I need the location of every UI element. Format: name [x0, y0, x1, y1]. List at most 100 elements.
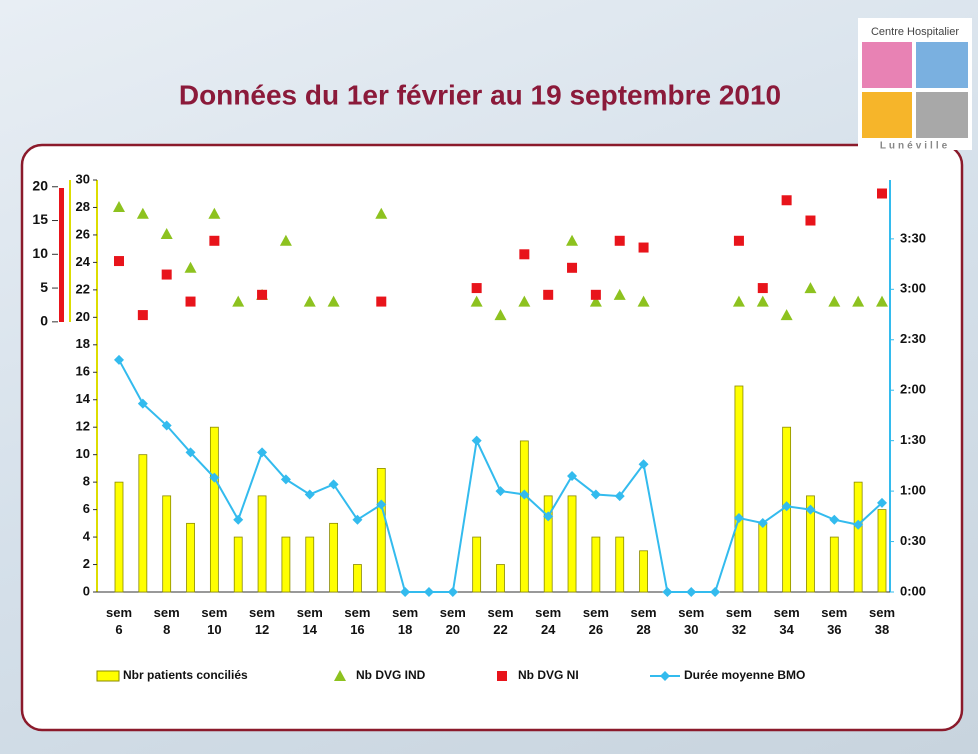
y-tick-label: 4	[83, 529, 91, 544]
bar	[210, 427, 218, 592]
logo-square	[862, 42, 912, 88]
y3-tick-label: 10	[32, 245, 48, 261]
x-tick-label: sem 30	[671, 604, 711, 638]
x-tick-label: sem 20	[433, 604, 473, 638]
y-tick-label: 8	[83, 474, 90, 489]
square-point	[567, 263, 577, 273]
title: Données du 1er février au 19 septembre 2…	[179, 79, 781, 110]
slide: Données du 1er février au 19 septembre 2…	[0, 0, 978, 754]
y-tick-label: 6	[83, 501, 90, 516]
secondary-axis-bar	[59, 188, 64, 322]
y-tick-label: 16	[76, 364, 90, 379]
bar	[497, 565, 505, 592]
y-tick-label: 20	[76, 309, 90, 324]
x-tick-label: sem 28	[624, 604, 664, 638]
bar	[234, 537, 242, 592]
square-point	[138, 310, 148, 320]
legend-swatch	[97, 671, 119, 681]
legend-swatch	[497, 671, 507, 681]
square-point	[519, 249, 529, 259]
y-tick-label: 14	[76, 391, 91, 406]
x-tick-label: sem 14	[290, 604, 330, 638]
square-point	[543, 290, 553, 300]
x-tick-label: sem 10	[194, 604, 234, 638]
square-point	[758, 283, 768, 293]
x-tick-label: sem 6	[99, 604, 139, 638]
bar	[854, 482, 862, 592]
legend-label: Nb DVG IND	[356, 668, 426, 682]
x-tick-label: sem 32	[719, 604, 759, 638]
legend-label: Durée moyenne BMO	[684, 668, 805, 682]
square-point	[209, 236, 219, 246]
logo-square	[916, 92, 968, 138]
legend-label: Nbr patients conciliés	[123, 668, 248, 682]
panel	[22, 145, 962, 730]
y2-tick-label: 1:30	[900, 432, 926, 447]
y-tick-label: 26	[76, 226, 90, 241]
bar	[282, 537, 290, 592]
bar	[473, 537, 481, 592]
bar	[306, 537, 314, 592]
x-tick-label: sem 38	[862, 604, 902, 638]
y-tick-label: 10	[76, 446, 90, 461]
bar	[258, 496, 266, 592]
y-tick-label: 18	[76, 336, 90, 351]
bar	[592, 537, 600, 592]
legend-label: Nb DVG NI	[518, 668, 579, 682]
x-tick-label: sem 16	[337, 604, 377, 638]
x-tick-label: sem 22	[481, 604, 521, 638]
square-point	[257, 290, 267, 300]
y3-tick-label: 0	[40, 313, 48, 329]
square-point	[639, 243, 649, 253]
y2-tick-label: 3:00	[900, 281, 926, 296]
x-tick-label: sem 26	[576, 604, 616, 638]
x-tick-label: sem 36	[814, 604, 854, 638]
y2-tick-label: 3:30	[900, 230, 926, 245]
bar	[187, 523, 195, 592]
bar	[568, 496, 576, 592]
square-point	[782, 195, 792, 205]
logo-text: Centre Hospitalier	[871, 26, 959, 38]
y-tick-label: 24	[76, 254, 91, 269]
bar	[640, 551, 648, 592]
x-tick-label: sem 18	[385, 604, 425, 638]
y2-tick-label: 2:00	[900, 382, 926, 397]
y-tick-label: 0	[83, 583, 90, 598]
bar	[377, 468, 385, 592]
y-tick-label: 30	[76, 171, 90, 186]
bar	[830, 537, 838, 592]
y3-tick-label: 15	[32, 211, 48, 227]
y-tick-label: 28	[76, 199, 90, 214]
square-point	[114, 256, 124, 266]
square-point	[805, 216, 815, 226]
bar	[353, 565, 361, 592]
logo-text: Lunéville	[880, 141, 950, 152]
x-tick-label: sem 34	[767, 604, 807, 638]
y2-tick-label: 0:00	[900, 583, 926, 598]
square-point	[186, 297, 196, 307]
bar	[878, 510, 886, 592]
y3-tick-label: 20	[32, 177, 48, 193]
logo: Centre Hospitalier Lunéville	[858, 18, 972, 152]
y2-tick-label: 1:00	[900, 483, 926, 498]
y2-tick-label: 2:30	[900, 331, 926, 346]
y-tick-label: 2	[83, 556, 90, 571]
bar	[735, 386, 743, 592]
square-point	[591, 290, 601, 300]
y-tick-label: 22	[76, 281, 90, 296]
logo-square	[916, 42, 968, 88]
y2-tick-label: 0:30	[900, 533, 926, 548]
bar	[163, 496, 171, 592]
bar	[759, 523, 767, 592]
x-tick-label: sem 12	[242, 604, 282, 638]
x-tick-label: sem 24	[528, 604, 568, 638]
square-point	[615, 236, 625, 246]
square-point	[162, 270, 172, 280]
bar	[115, 482, 123, 592]
y-tick-label: 12	[76, 419, 90, 434]
square-point	[376, 297, 386, 307]
bar	[139, 455, 147, 592]
chart: Données du 1er février au 19 septembre 2…	[0, 0, 978, 754]
bar	[616, 537, 624, 592]
y3-tick-label: 5	[40, 279, 48, 295]
